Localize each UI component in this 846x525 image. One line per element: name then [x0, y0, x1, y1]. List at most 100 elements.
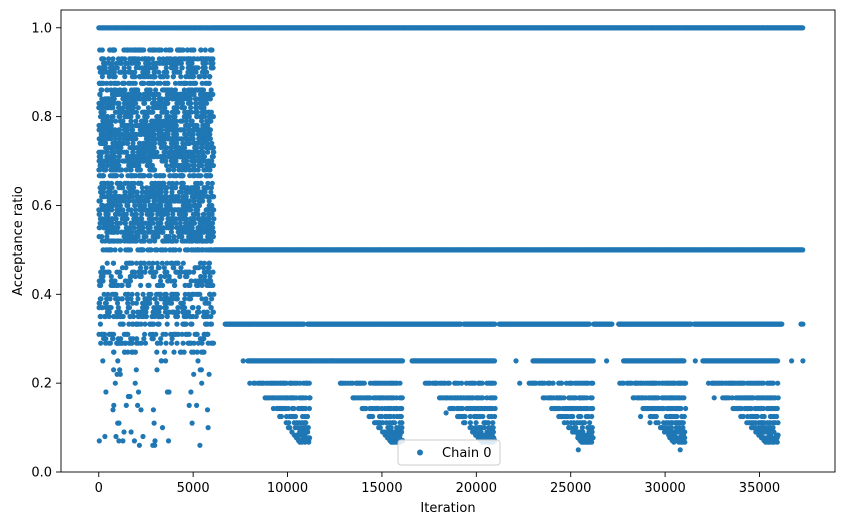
data-point: [129, 91, 135, 97]
data-point: [133, 100, 139, 106]
data-point: [103, 100, 109, 106]
data-point: [99, 96, 105, 102]
data-point: [99, 140, 105, 146]
data-point: [208, 185, 214, 191]
data-point: [174, 127, 180, 133]
data-point: [190, 91, 196, 97]
data-point: [108, 282, 114, 288]
data-point: [120, 207, 126, 213]
data-point: [171, 194, 177, 200]
data-point: [125, 114, 131, 120]
data-point: [171, 136, 177, 142]
data-point: [156, 56, 162, 62]
data-point: [126, 238, 132, 244]
data-point: [160, 56, 166, 62]
data-point: [117, 69, 124, 75]
data-point: [194, 238, 201, 244]
data-point: [155, 220, 161, 226]
data-point: [118, 118, 124, 124]
data-point: [99, 265, 106, 271]
data-point: [175, 331, 182, 337]
data-point: [122, 349, 128, 355]
data-point: [128, 96, 134, 102]
data-point: [158, 189, 164, 195]
data-point: [200, 278, 206, 284]
data-point: [143, 60, 149, 66]
data-point: [166, 273, 172, 280]
data-point: [113, 118, 119, 124]
data-point: [183, 313, 190, 320]
data-point: [132, 273, 138, 280]
data-point: [208, 321, 215, 327]
data-point: [149, 47, 155, 53]
data-point: [165, 296, 171, 302]
data-point: [171, 56, 177, 62]
data-point: [184, 47, 190, 53]
data-point: [193, 180, 199, 186]
data-point: [190, 131, 196, 137]
data-point: [210, 145, 216, 151]
data-point: [192, 80, 199, 86]
data-point: [180, 145, 186, 151]
data-point: [159, 180, 165, 186]
data-point: [191, 122, 197, 129]
data-point: [187, 202, 193, 209]
data-point: [169, 189, 175, 195]
data-point: [201, 211, 207, 217]
data-point: [125, 300, 131, 306]
data-point: [163, 65, 169, 71]
data-point: [187, 80, 193, 86]
data-point: [185, 100, 191, 106]
data-point: [182, 296, 188, 302]
data-point: [153, 225, 159, 231]
data-point: [134, 198, 140, 204]
data-point: [101, 220, 107, 226]
data-point: [97, 91, 103, 97]
data-point: [157, 154, 163, 160]
data-point: [103, 136, 109, 142]
data-point: [135, 313, 141, 320]
data-point: [206, 198, 212, 204]
data-point: [156, 47, 162, 53]
data-point: [136, 140, 143, 146]
data-point: [151, 96, 157, 102]
data-point: [161, 87, 167, 93]
data-point: [198, 180, 204, 186]
data-point: [203, 122, 209, 129]
data-point: [142, 331, 148, 337]
data-point: [111, 313, 117, 320]
data-point: [189, 238, 195, 244]
data-point: [800, 25, 806, 31]
data-point: [181, 80, 187, 86]
data-point: [124, 309, 130, 315]
data-point: [195, 65, 201, 71]
data-point: [158, 358, 165, 364]
data-point: [191, 220, 197, 226]
data-point: [162, 291, 168, 297]
data-point: [196, 136, 202, 142]
data-point: [181, 114, 187, 120]
data-point: [179, 118, 185, 124]
data-point: [186, 220, 192, 226]
data-point: [131, 225, 137, 231]
data-point: [161, 349, 168, 355]
data-point: [149, 56, 156, 62]
data-point: [156, 198, 162, 204]
data-point: [160, 238, 166, 244]
data-point: [155, 180, 161, 186]
data-point: [134, 122, 140, 129]
data-point: [194, 309, 201, 315]
data-point: [98, 87, 104, 93]
data-point: [132, 69, 138, 75]
data-point: [141, 336, 147, 342]
data-point: [171, 114, 177, 120]
data-point: [149, 100, 156, 106]
data-point: [135, 389, 142, 395]
data-point: [177, 229, 183, 235]
data-point: [96, 300, 102, 306]
data-point: [143, 194, 149, 200]
data-point: [96, 158, 102, 164]
data-point: [178, 198, 184, 204]
data-point: [155, 321, 161, 327]
data-point: [109, 185, 115, 191]
